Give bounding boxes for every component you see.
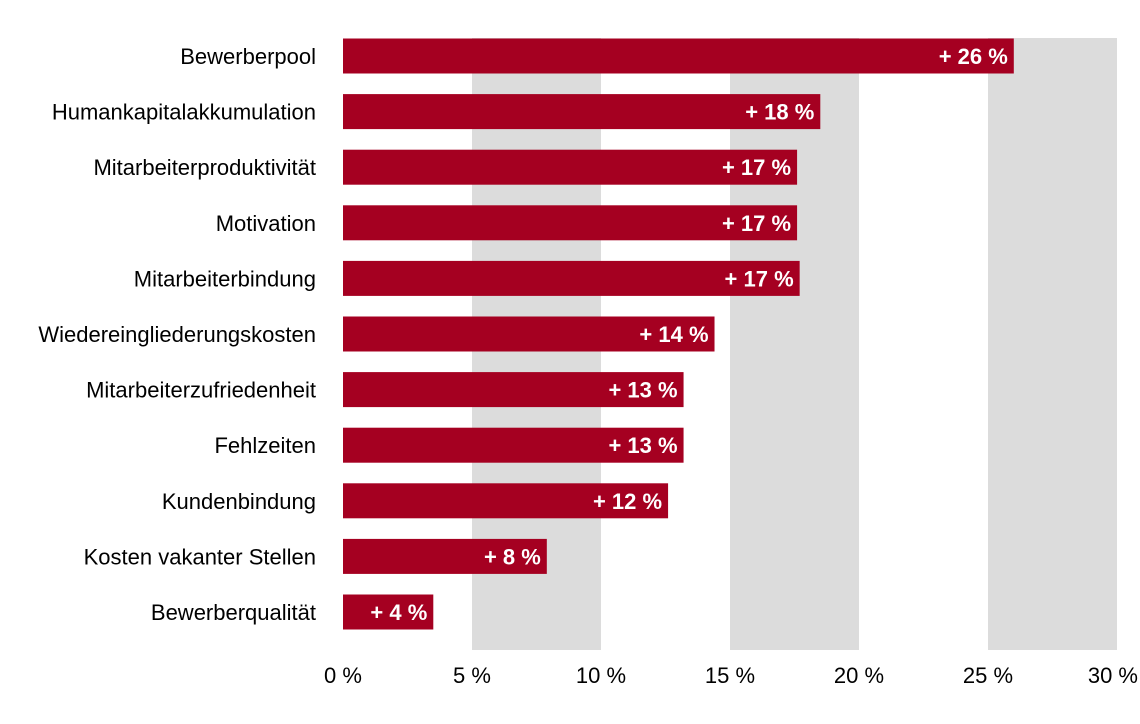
bar-value-label-9: + 12 %: [593, 489, 662, 514]
bar-10: [343, 538, 547, 574]
bars: + 26 % + 18 % + 17 % + 17 % + 17 % + 14 % + 13…: [343, 38, 1014, 630]
category-label-8: Fehlzeiten: [214, 433, 316, 458]
category-label-3: Mitarbeiterproduktivität: [93, 155, 316, 180]
grid-band-15-20: [730, 38, 859, 650]
x-tick-label-10: 10 %: [576, 663, 626, 688]
x-tick-label-25: 25 %: [963, 663, 1013, 688]
bar-2: [343, 94, 821, 130]
grid-band-25-30: [988, 38, 1117, 650]
category-label-6: Wiedereingliederungskosten: [38, 322, 316, 347]
x-tick-label-15: 15 %: [705, 663, 755, 688]
bar-3: [343, 149, 798, 185]
bar-1: [343, 38, 1014, 74]
x-tick-label-30: 30 %: [1088, 663, 1138, 688]
category-label-4: Motivation: [216, 211, 316, 236]
x-tick-labels: 0 % 5 % 10 % 15 % 20 % 25 % 30 %: [324, 663, 1138, 688]
bar-11: [343, 594, 434, 630]
category-label-10: Kosten vakanter Stellen: [84, 544, 316, 569]
bar-value-label-7: + 13 %: [608, 378, 677, 403]
bar-value-label-4: + 17 %: [722, 211, 791, 236]
bar-value-label-11: + 4 %: [370, 600, 427, 625]
bar-value-label-2: + 18 %: [745, 100, 814, 125]
bar-4: [343, 205, 798, 241]
category-labels: Bewerberpool Humankapitalakkumulation Mita…: [38, 44, 316, 625]
bar-8: [343, 427, 684, 463]
category-label-1: Bewerberpool: [180, 44, 316, 69]
bar-value-label-3: + 17 %: [722, 155, 791, 180]
bar-value-label-10: + 8 %: [484, 544, 541, 569]
bar-value-label-5: + 17 %: [725, 266, 794, 291]
bar-7: [343, 372, 684, 408]
bar-6: [343, 316, 715, 352]
category-label-9: Kundenbindung: [162, 489, 316, 514]
category-label-7: Mitarbeiterzufriedenheit: [86, 378, 316, 403]
category-label-2: Humankapitalakkumulation: [52, 100, 316, 125]
x-tick-label-20: 20 %: [834, 663, 884, 688]
bar-value-label-6: + 14 %: [639, 322, 708, 347]
bar-value-label-8: + 13 %: [608, 433, 677, 458]
bar-value-label-1: + 26 %: [939, 44, 1008, 69]
x-tick-label-5: 5 %: [453, 663, 491, 688]
bar-5: [343, 260, 800, 296]
grid-bands: [472, 38, 1117, 650]
bar-9: [343, 483, 669, 519]
x-tick-label-0: 0 %: [324, 663, 362, 688]
category-label-11: Bewerberqualität: [151, 600, 316, 625]
category-label-5: Mitarbeiterbindung: [134, 266, 316, 291]
